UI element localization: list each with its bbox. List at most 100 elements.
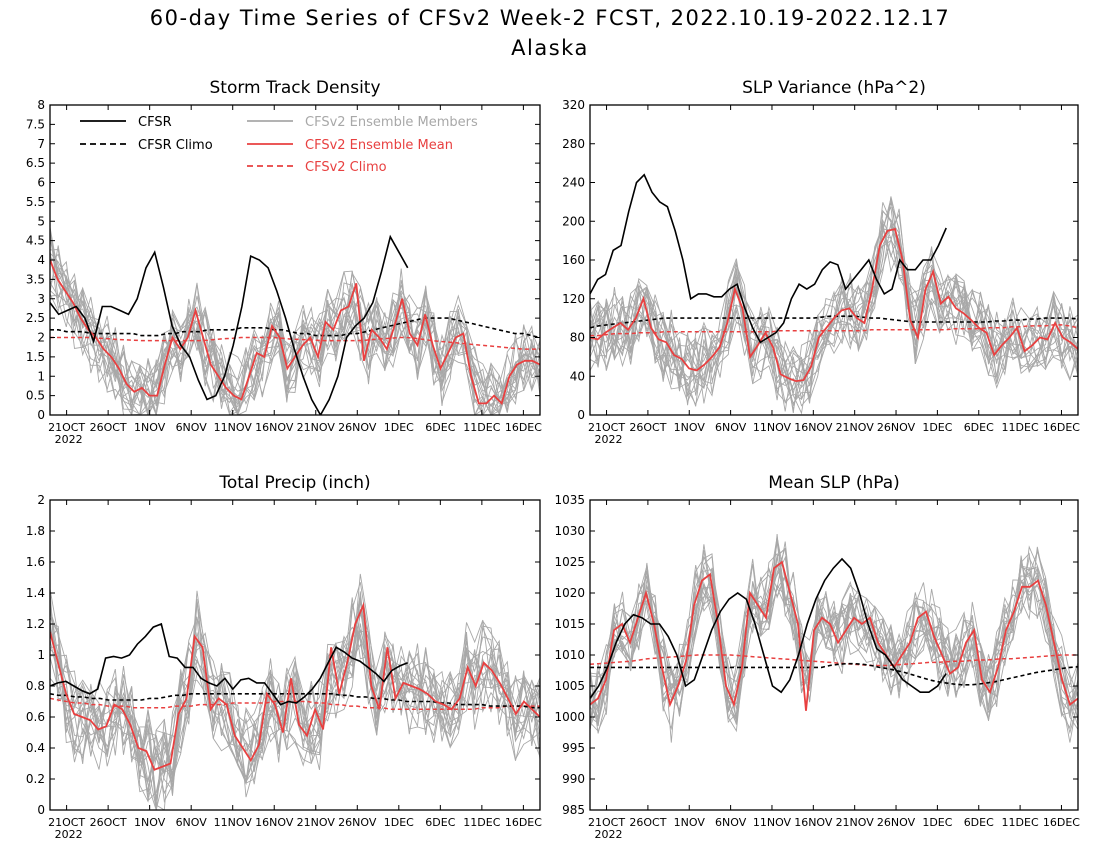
ensemble-member-line (50, 232, 540, 415)
x-tick-label: 6DEC (964, 816, 994, 829)
x-tick-label: 1DEC (922, 816, 952, 829)
x-tick-label: 26OCT (90, 816, 127, 829)
x-tick-label: 21NOV (297, 816, 336, 829)
ensemble-member-line (50, 272, 540, 415)
y-tick-label: 0 (577, 408, 585, 422)
x-tick-label: 16DEC (1043, 816, 1080, 829)
ensemble-member-line (590, 201, 1078, 399)
plot-area (50, 573, 540, 810)
x-tick-label: 21OCT (588, 816, 625, 829)
cfsr-climo-line (590, 662, 1078, 686)
ensemble-member-line (50, 610, 540, 801)
ensemble-member-line (590, 552, 1078, 730)
y-tick-label: 160 (562, 253, 585, 267)
y-tick-label: 240 (562, 176, 585, 190)
ensemble-member-line (590, 544, 1078, 732)
ensemble-member-line (590, 224, 1078, 406)
y-tick-label: 1.5 (26, 350, 45, 364)
plot-area (50, 227, 540, 415)
cfsr-line (590, 557, 947, 699)
ensemble-member-line (50, 237, 540, 415)
y-tick-label: 1030 (554, 524, 585, 538)
ensemble-member-line (50, 238, 540, 415)
x-tick-label: 26OCT (629, 421, 666, 434)
chart-panel-4: Mean SLP (hPa) 985 990 995 1000 1005 1010 1015 1… (554, 473, 1080, 841)
ensemble-member-line (590, 209, 1078, 415)
y-tick-label: 0 (37, 803, 45, 817)
y-tick-label: 1.2 (26, 617, 45, 631)
y-tick-label: 2 (37, 493, 45, 507)
ensemble-member-line (590, 541, 1078, 735)
x-year-label: 2022 (55, 828, 83, 841)
chart-title: Total Precip (inch) (218, 473, 370, 493)
y-tick-label: 320 (562, 98, 585, 112)
chart-title: Storm Track Density (209, 78, 380, 98)
y-tick-label: 1010 (554, 648, 585, 662)
y-tick-label: 80 (570, 331, 585, 345)
y-tick-label: 1005 (554, 679, 585, 693)
y-tick-label: 4.5 (26, 234, 45, 248)
x-tick-label: 26NOV (338, 816, 377, 829)
y-tick-label: 1015 (554, 617, 585, 631)
x-tick-label: 6NOV (176, 421, 208, 434)
x-tick-label: 21OCT (48, 421, 85, 434)
chart-panel-3: Total Precip (inch) 0 0.2 0.4 0.6 0.8 1 1.2 1.4 1… (26, 473, 542, 841)
x-tick-label: 1DEC (922, 421, 952, 434)
y-tick-label: 200 (562, 214, 585, 228)
y-tick-label: 4 (37, 253, 45, 267)
x-tick-label: 11NOV (214, 816, 253, 829)
y-tick-label: 1035 (554, 493, 585, 507)
y-tick-label: 8 (37, 98, 45, 112)
cfsv2-climo-line (590, 654, 1078, 667)
y-tick-label: 995 (562, 741, 585, 755)
chart-title: Mean SLP (hPa) (768, 473, 900, 493)
x-tick-label: 11NOV (214, 421, 253, 434)
y-tick-label: 6.5 (26, 156, 45, 170)
y-tick-label: 120 (562, 292, 585, 306)
x-tick-label: 16DEC (505, 421, 542, 434)
x-tick-label: 6NOV (715, 816, 747, 829)
ensemble-member-line (50, 597, 540, 773)
y-tick-label: 0.5 (26, 389, 45, 403)
y-tick-label: 985 (562, 803, 585, 817)
x-tick-label: 6NOV (715, 421, 747, 434)
legend-cfsr-climo-label: CFSR Climo (138, 138, 213, 153)
x-tick-label: 11NOV (753, 816, 792, 829)
x-tick-label: 1NOV (674, 816, 706, 829)
y-tick-label: 1.4 (26, 586, 45, 600)
y-tick-label: 1000 (554, 710, 585, 724)
cfsr-climo-line (50, 693, 540, 709)
y-tick-label: 3.5 (26, 272, 45, 286)
x-year-label: 2022 (595, 828, 623, 841)
plot-area (590, 173, 1078, 415)
x-tick-label: 16NOV (255, 816, 294, 829)
y-tick-label: 1.6 (26, 555, 45, 569)
legend-ensemble-mean-label: CFSv2 Ensemble Mean (305, 138, 453, 153)
x-tick-label: 11DEC (463, 421, 500, 434)
cfsv2-climo-line (590, 324, 1078, 337)
ensemble-member-line (50, 595, 540, 803)
y-tick-label: 5.5 (26, 195, 45, 209)
x-tick-label: 11DEC (463, 816, 500, 829)
y-tick-label: 2 (37, 331, 45, 345)
x-tick-label: 1DEC (384, 421, 414, 434)
x-tick-label: 16NOV (255, 421, 294, 434)
chart-panel-2: SLP Variance (hPa^2) 0 40 80 120 160 200 240 280… (562, 78, 1080, 446)
ensemble-mean-line (50, 259, 540, 406)
x-tick-label: 11DEC (1002, 816, 1039, 829)
y-tick-label: 7 (37, 137, 45, 151)
x-tick-label: 26NOV (338, 421, 377, 434)
x-tick-label: 6DEC (425, 816, 455, 829)
x-tick-label: 21NOV (836, 816, 875, 829)
x-tick-label: 21NOV (836, 421, 875, 434)
y-tick-label: 1025 (554, 555, 585, 569)
y-tick-label: 3 (37, 292, 45, 306)
x-tick-label: 16DEC (505, 816, 542, 829)
cfsr-line (590, 173, 947, 344)
y-tick-label: 990 (562, 772, 585, 786)
y-tick-label: 5 (37, 214, 45, 228)
x-tick-label: 11DEC (1002, 421, 1039, 434)
cfsr-line (50, 622, 408, 706)
legend: CFSR CFSR Climo CFSv2 Ensemble Members CFSv… (80, 115, 478, 175)
